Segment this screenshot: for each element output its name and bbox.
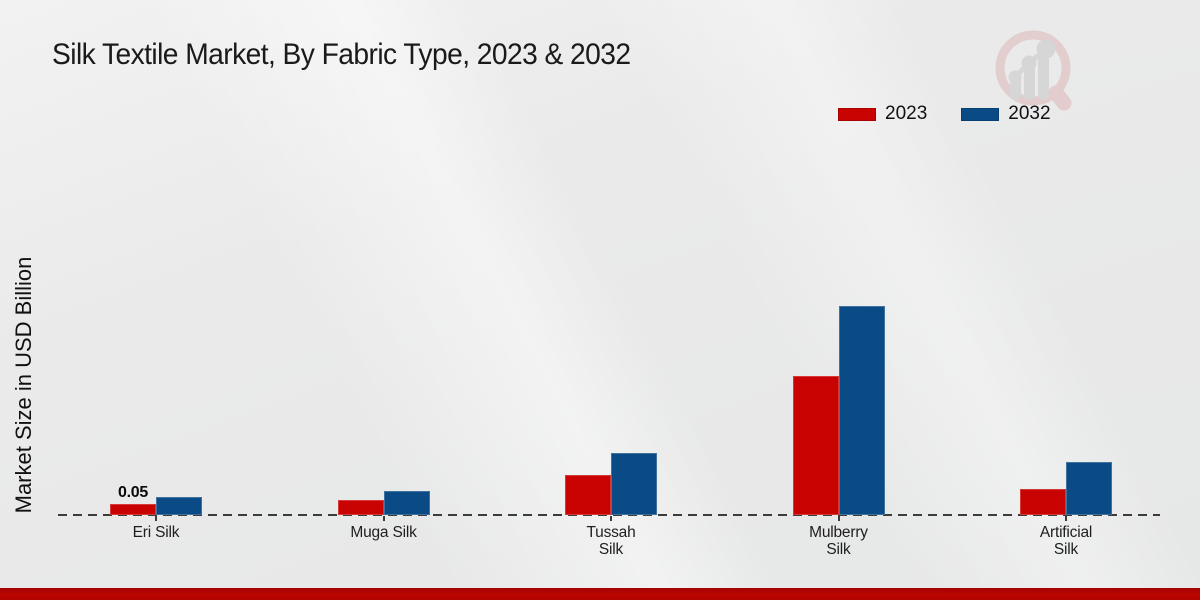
legend-swatch-2032 [961,107,1000,121]
bar-2023 [110,504,156,515]
bar-group: 0.05 [110,285,202,515]
bar-2032 [383,491,430,515]
market-research-logo-watermark [995,30,1072,111]
legend-label-2023: 2023 [885,103,928,124]
category-label: Tussah Silk [586,524,636,558]
category-label: Eri Silk [132,524,180,541]
x-axis-tick [837,516,840,521]
bar-2032 [838,306,885,515]
category-label: Artificial Silk [1039,524,1093,558]
bar-value-label: 0.05 [118,484,148,501]
legend-swatch-2023 [838,107,876,121]
x-axis-tick [382,516,385,521]
x-axis-tick [1065,516,1067,521]
bar-group [792,285,885,515]
legend-label-2032: 2032 [1008,103,1051,124]
bar-2023 [565,475,611,515]
category-label: Muga Silk [350,524,417,541]
bar-group [565,285,657,515]
bar-2032 [611,453,657,515]
x-axis-tick [610,516,612,521]
bar-2023 [337,500,384,515]
chart-title: Silk Textile Market, By Fabric Type, 202… [52,38,631,71]
legend: 2023 2032 [838,103,1051,125]
y-axis-label: Market Size in USD Billion [11,256,36,514]
footer-accent-band [0,588,1200,600]
bar-group [1020,285,1112,515]
x-axis-tick [155,516,157,521]
bar-2023 [792,376,839,515]
legend-item-2023: 2023 [838,103,927,125]
x-axis-baseline [58,514,1160,516]
bar-2032 [156,497,202,515]
legend-item-2032: 2032 [961,103,1051,125]
bar-group [337,285,430,515]
bar-2023 [1020,489,1066,515]
category-label: Mulberry Silk [809,524,868,558]
bar-2032 [1066,462,1112,515]
